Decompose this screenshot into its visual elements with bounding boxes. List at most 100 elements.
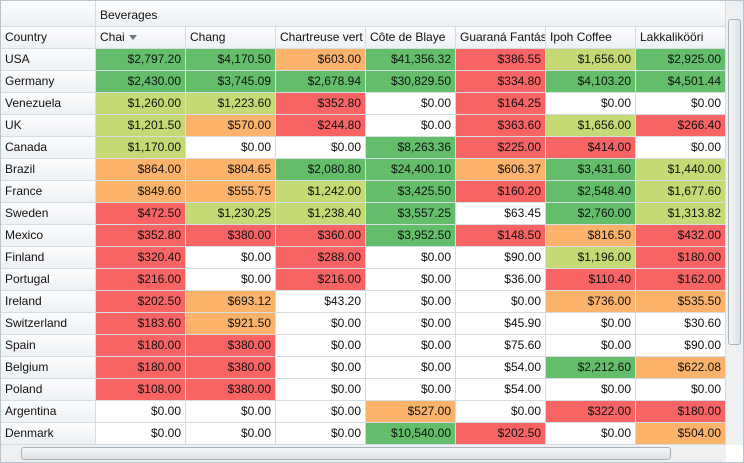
value-cell: $0.00 <box>366 335 456 357</box>
row-header[interactable]: Portugal <box>1 269 96 291</box>
value-cell: $90.00 <box>636 335 726 357</box>
column-group-header[interactable]: Beverages <box>96 1 726 27</box>
value-cell: $334.80 <box>456 71 546 93</box>
column-header[interactable]: Chang <box>186 27 276 49</box>
row-header[interactable]: Argentina <box>1 401 96 423</box>
value-cell: $244.80 <box>276 115 366 137</box>
row-header[interactable]: Finland <box>1 247 96 269</box>
column-header[interactable]: Guaraná Fantás <box>456 27 546 49</box>
value-cell: $0.00 <box>546 313 636 335</box>
row-header[interactable]: Mexico <box>1 225 96 247</box>
row-header[interactable]: Brazil <box>1 159 96 181</box>
value-cell: $54.00 <box>456 357 546 379</box>
value-cell: $1,170.00 <box>96 137 186 159</box>
value-cell: $380.00 <box>186 379 276 401</box>
row-header[interactable]: Canada <box>1 137 96 159</box>
value-cell: $1,223.60 <box>186 93 276 115</box>
value-cell: $180.00 <box>636 247 726 269</box>
value-cell: $0.00 <box>546 423 636 445</box>
value-cell: $0.00 <box>366 93 456 115</box>
vertical-scrollbar[interactable] <box>726 1 743 445</box>
row-header-title[interactable]: Country <box>1 27 96 49</box>
value-cell: $0.00 <box>276 357 366 379</box>
value-cell: $24,400.10 <box>366 159 456 181</box>
value-cell: $1,238.40 <box>276 203 366 225</box>
value-cell: $0.00 <box>636 137 726 159</box>
value-cell: $386.55 <box>456 49 546 71</box>
row-header[interactable]: France <box>1 181 96 203</box>
value-cell: $380.00 <box>186 225 276 247</box>
value-cell: $4,103.20 <box>546 71 636 93</box>
value-cell: $0.00 <box>276 379 366 401</box>
value-cell: $380.00 <box>186 335 276 357</box>
value-cell: $4,170.50 <box>186 49 276 71</box>
row-header[interactable]: Ireland <box>1 291 96 313</box>
row-header[interactable]: Denmark <box>1 423 96 445</box>
value-cell: $864.00 <box>96 159 186 181</box>
value-cell: $90.00 <box>456 247 546 269</box>
value-cell: $0.00 <box>456 401 546 423</box>
value-cell: $0.00 <box>186 269 276 291</box>
value-cell: $504.00 <box>636 423 726 445</box>
value-cell: $816.50 <box>546 225 636 247</box>
value-cell: $0.00 <box>546 335 636 357</box>
value-cell: $162.00 <box>636 269 726 291</box>
value-cell: $1,201.50 <box>96 115 186 137</box>
value-cell: $1,230.25 <box>186 203 276 225</box>
value-cell: $3,557.25 <box>366 203 456 225</box>
value-cell: $804.65 <box>186 159 276 181</box>
header-corner <box>1 1 96 27</box>
value-cell: $693.12 <box>186 291 276 313</box>
value-cell: $0.00 <box>366 379 456 401</box>
row-header[interactable]: Switzerland <box>1 313 96 335</box>
value-cell: $110.40 <box>546 269 636 291</box>
value-cell: $921.50 <box>186 313 276 335</box>
value-cell: $2,080.80 <box>276 159 366 181</box>
value-cell: $216.00 <box>96 269 186 291</box>
value-cell: $8,263.36 <box>366 137 456 159</box>
value-cell: $0.00 <box>276 401 366 423</box>
column-header[interactable]: Ipoh Coffee <box>546 27 636 49</box>
row-header[interactable]: Poland <box>1 379 96 401</box>
value-cell: $2,925.00 <box>636 49 726 71</box>
row-header[interactable]: Sweden <box>1 203 96 225</box>
column-header[interactable]: Chartreuse vert <box>276 27 366 49</box>
column-header[interactable]: Lakkalikööri <box>636 27 726 49</box>
value-cell: $555.75 <box>186 181 276 203</box>
value-cell: $0.00 <box>96 401 186 423</box>
value-cell: $160.20 <box>456 181 546 203</box>
value-cell: $1,260.00 <box>96 93 186 115</box>
column-header[interactable]: Chai <box>96 27 186 49</box>
value-cell: $2,212.60 <box>546 357 636 379</box>
row-header[interactable]: Belgium <box>1 357 96 379</box>
row-header[interactable]: Spain <box>1 335 96 357</box>
value-cell: $63.45 <box>456 203 546 225</box>
value-cell: $216.00 <box>276 269 366 291</box>
value-cell: $527.00 <box>366 401 456 423</box>
scroll-thumb[interactable] <box>728 19 741 345</box>
value-cell: $320.40 <box>96 247 186 269</box>
value-cell: $54.00 <box>456 379 546 401</box>
value-cell: $622.08 <box>636 357 726 379</box>
scroll-thumb[interactable] <box>21 447 671 460</box>
value-cell: $0.00 <box>186 423 276 445</box>
value-cell: $322.00 <box>546 401 636 423</box>
value-cell: $360.00 <box>276 225 366 247</box>
row-header[interactable]: Venezuela <box>1 93 96 115</box>
value-cell: $352.80 <box>276 93 366 115</box>
value-cell: $183.60 <box>96 313 186 335</box>
value-cell: $432.00 <box>636 225 726 247</box>
value-cell: $0.00 <box>366 269 456 291</box>
row-header[interactable]: Germany <box>1 71 96 93</box>
row-header[interactable]: UK <box>1 115 96 137</box>
row-header[interactable]: USA <box>1 49 96 71</box>
value-cell: $0.00 <box>96 423 186 445</box>
value-cell: $0.00 <box>636 93 726 115</box>
value-cell: $0.00 <box>276 313 366 335</box>
value-cell: $535.50 <box>636 291 726 313</box>
horizontal-scrollbar[interactable] <box>1 445 726 462</box>
value-cell: $0.00 <box>366 247 456 269</box>
column-header[interactable]: Côte de Blaye <box>366 27 456 49</box>
value-cell: $0.00 <box>276 137 366 159</box>
